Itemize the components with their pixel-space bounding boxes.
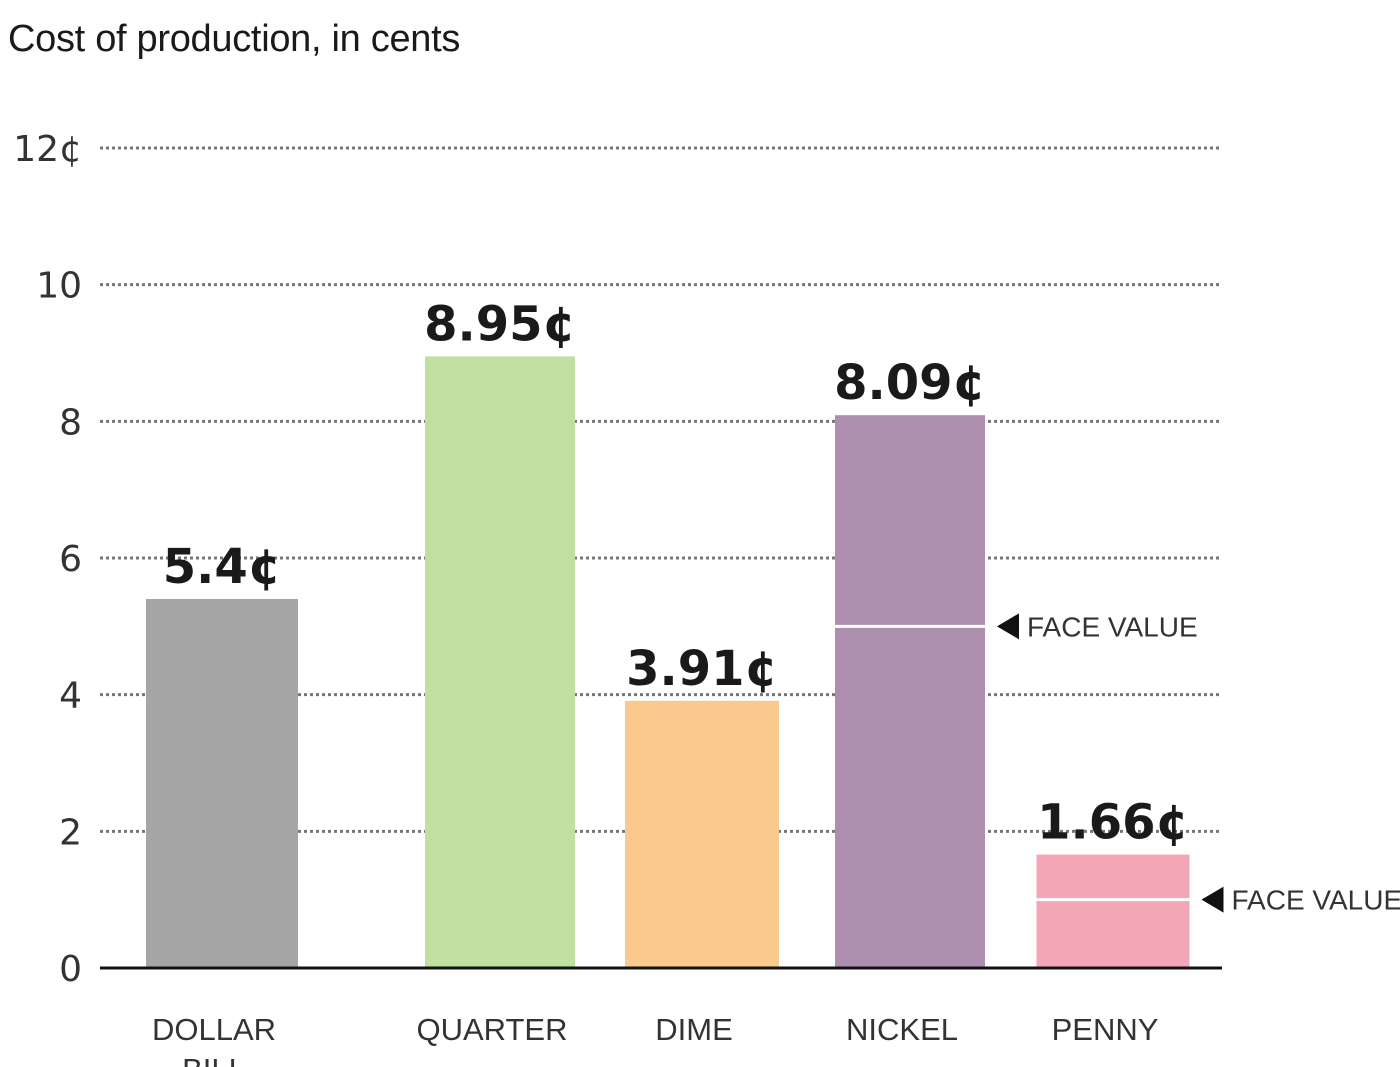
value-label: 5.4¢	[163, 539, 281, 595]
annotations: FACE VALUE FACE VALUE	[100, 611, 1400, 970]
face-value-arrow-icon	[1201, 886, 1224, 913]
bar	[835, 415, 985, 968]
labels: 0 2 4 6 8 10 12¢ 5.4¢ DOLLARBILL 8.95¢ QUARTER 3.91…	[13, 129, 1189, 1067]
face-value-arrow-icon	[997, 613, 1019, 640]
x-tick-label: NICKEL	[846, 1012, 958, 1047]
bar	[1036, 854, 1190, 968]
x-tick-label: PENNY	[1052, 1012, 1159, 1047]
chart-title: Cost of production, in cents	[8, 18, 461, 60]
y-tick-label: 0	[59, 949, 82, 990]
face-value-label: FACE VALUE	[1027, 611, 1198, 642]
value-label: 3.91¢	[626, 641, 778, 697]
y-tick-label: 8	[59, 402, 82, 443]
value-label: 8.09¢	[834, 355, 986, 411]
bar	[146, 599, 298, 968]
x-tick-label: DIME	[655, 1012, 733, 1047]
bar	[425, 356, 575, 969]
y-tick-label: 6	[59, 539, 82, 580]
bar	[625, 700, 779, 968]
value-label: 1.66¢	[1037, 795, 1189, 851]
y-tick-label: 10	[36, 266, 82, 307]
y-tick-label: 4	[59, 676, 82, 717]
value-label: 8.95¢	[424, 296, 576, 352]
bars	[146, 356, 1190, 969]
y-tick-label: 2	[59, 812, 82, 853]
y-tick-label: 12¢	[13, 129, 82, 170]
face-value-label: FACE VALUE	[1232, 885, 1400, 916]
x-tick-label: DOLLARBILL	[152, 1012, 276, 1067]
x-tick-label: QUARTER	[416, 1012, 567, 1047]
